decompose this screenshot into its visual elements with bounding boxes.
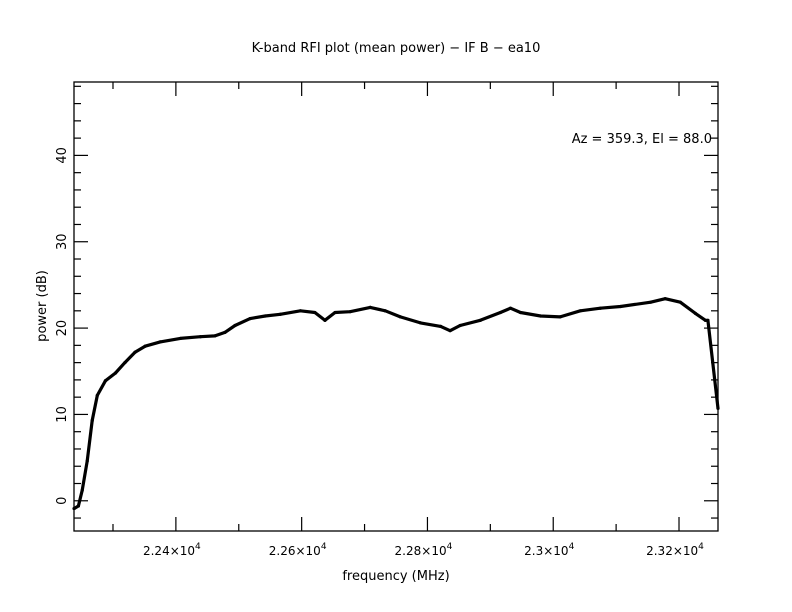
x-tick-exponent: 4 [321, 542, 327, 552]
power-data-point [478, 318, 482, 322]
chart-title: K-band RFI plot (mean power) − IF B − ea… [252, 41, 541, 56]
power-data-point [558, 315, 562, 319]
y-tick-label: 10 [55, 406, 70, 423]
power-data-point [113, 371, 118, 375]
power-data-point [693, 311, 697, 316]
power-data-point [278, 312, 282, 316]
power-data-point [233, 323, 237, 328]
power-data-point [298, 309, 303, 313]
power-data-point [508, 306, 513, 310]
power-data-point [95, 393, 99, 398]
power-data-point [458, 323, 462, 328]
power-data-point [348, 310, 352, 314]
power-data-point [158, 340, 162, 344]
power-data-point [143, 344, 147, 348]
power-data-point [313, 310, 317, 315]
power-data-point [368, 305, 372, 309]
power-data-point [90, 418, 94, 423]
power-data-point [72, 506, 76, 511]
power-data-point [263, 314, 267, 318]
power-data-point [618, 304, 623, 309]
plot-frame [73, 81, 719, 532]
power-data-point [383, 309, 387, 313]
power-data-point [439, 324, 443, 328]
power-data-point [716, 406, 720, 410]
x-tick-label: 2.3×104 [524, 542, 574, 558]
power-series-line [73, 297, 720, 510]
power-data-point [223, 330, 227, 335]
y-axis-label: power (dB) [35, 270, 50, 342]
power-data-point [123, 361, 127, 365]
power-data-point [85, 459, 89, 463]
power-data-point [663, 297, 667, 301]
x-tick-exponent: 4 [447, 542, 453, 552]
power-data-point [448, 329, 452, 333]
y-tick-label: 0 [55, 497, 70, 505]
power-data-point [539, 314, 543, 318]
y-tick-label: 40 [55, 147, 70, 164]
y-tick-label: 20 [55, 320, 70, 337]
x-tick-label: 2.28×104 [395, 542, 453, 558]
y-tick-label: 30 [55, 233, 70, 250]
power-data-point [213, 334, 217, 338]
power-data-point [80, 488, 84, 493]
power-data-point [198, 335, 203, 339]
x-tick-exponent: 4 [195, 542, 201, 552]
power-data-point [703, 318, 708, 322]
power-data-point [578, 309, 582, 313]
power-data-point [706, 318, 710, 322]
x-tick-label: 2.24×104 [143, 542, 201, 558]
x-tick-exponent: 4 [569, 542, 575, 552]
x-tick-label: 2.32×104 [646, 542, 704, 558]
power-data-point [518, 310, 523, 315]
power-data-point [133, 350, 137, 354]
power-data-point [498, 310, 502, 315]
power-data-point [248, 316, 252, 321]
power-data-point [178, 336, 182, 341]
x-axis-label: frequency (MHz) [342, 569, 449, 584]
power-data-point [418, 321, 423, 325]
annotation-az-el: Az = 359.3, El = 88.0 [572, 132, 712, 147]
power-data-point [598, 306, 602, 310]
x-tick-exponent: 4 [698, 542, 704, 552]
power-data-point [649, 300, 653, 304]
x-tick-label: 2.26×104 [269, 542, 327, 558]
power-data-point [323, 318, 327, 322]
power-data-point [76, 504, 81, 508]
power-data-point [678, 300, 682, 304]
power-data-point [333, 310, 337, 315]
power-data-point [398, 315, 403, 319]
power-data-point [103, 379, 108, 383]
